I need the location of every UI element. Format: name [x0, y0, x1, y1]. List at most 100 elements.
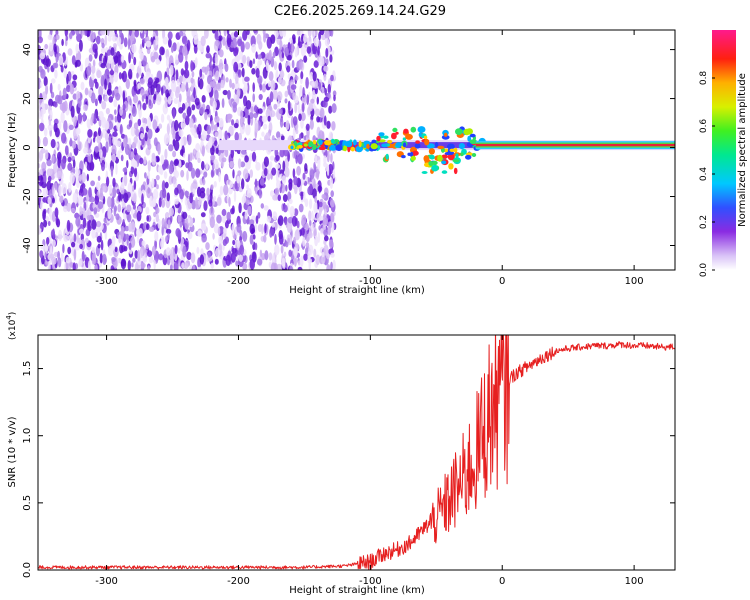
signal-cell	[297, 142, 303, 146]
noise-cell	[206, 187, 210, 197]
noise-cell	[329, 177, 334, 190]
noise-cell	[58, 185, 62, 197]
noise-cell	[289, 205, 295, 217]
signal-cell	[453, 167, 458, 175]
noise-cell	[102, 185, 106, 193]
noise-cell	[265, 132, 271, 143]
noise-cell	[263, 234, 267, 243]
noise-cell	[107, 121, 114, 130]
noise-cell	[259, 83, 263, 91]
noise-cell	[271, 222, 275, 228]
noise-cell	[157, 143, 161, 155]
noise-cell	[183, 69, 190, 79]
noise-cell	[133, 56, 137, 66]
noise-cell	[49, 82, 53, 94]
noise-cell	[266, 215, 272, 223]
noise-cell	[195, 168, 201, 178]
noise-cell	[187, 134, 192, 146]
noise-cell	[170, 79, 176, 92]
noise-cell	[263, 167, 268, 177]
noise-cell	[63, 120, 68, 133]
noise-cell	[109, 69, 115, 76]
noise-cell	[196, 186, 202, 197]
noise-cell	[40, 244, 45, 250]
noise-cell	[249, 258, 255, 270]
noise-cell	[189, 192, 194, 204]
noise-cell	[260, 203, 264, 209]
y-tick-label: 40	[22, 43, 33, 56]
noise-cell	[199, 254, 205, 265]
noise-cell	[233, 190, 237, 202]
noise-cell	[228, 196, 231, 207]
noise-cell	[284, 90, 289, 98]
noise-cell	[88, 77, 95, 89]
noise-cell	[140, 262, 146, 269]
noise-cell	[247, 114, 251, 126]
noise-cell	[216, 214, 222, 224]
noise-cell	[174, 187, 179, 196]
signal-cell	[434, 142, 439, 148]
signal-cell	[290, 145, 294, 150]
noise-cell	[100, 239, 104, 251]
noise-cell	[130, 151, 133, 162]
noise-cell	[74, 244, 81, 251]
noise-cell	[176, 41, 180, 51]
svg-text:(x104): (x104)	[5, 312, 18, 340]
noise-cell	[222, 89, 228, 96]
noise-cell	[214, 30, 219, 41]
noise-cell	[71, 241, 76, 248]
noise-cell	[134, 262, 139, 270]
noise-cell	[122, 70, 127, 83]
noise-cell	[104, 95, 108, 102]
signal-cell	[448, 163, 454, 170]
noise-cell	[286, 221, 293, 233]
noise-cell	[324, 30, 330, 40]
noise-cell	[108, 184, 113, 194]
noise-cell	[303, 33, 308, 44]
y-tick-label: 0	[22, 144, 33, 150]
noise-cell	[323, 115, 327, 126]
signal-cell	[328, 145, 337, 151]
noise-cell	[153, 93, 157, 101]
noise-cell	[282, 263, 286, 270]
noise-cell	[205, 242, 210, 251]
noise-cell	[68, 124, 74, 130]
noise-cell	[60, 252, 64, 262]
noise-cell	[96, 181, 101, 191]
noise-cell	[163, 171, 168, 179]
noise-cell	[190, 60, 194, 72]
noise-cell	[94, 98, 98, 107]
noise-cell	[242, 168, 249, 180]
noise-cell	[52, 239, 56, 247]
noise-cell	[67, 246, 72, 255]
noise-cell	[257, 224, 263, 232]
noise-cell	[250, 106, 254, 113]
noise-cell	[83, 147, 88, 154]
noise-cell	[190, 83, 194, 93]
noise-cell	[261, 223, 264, 235]
noise-cell	[91, 72, 95, 81]
noise-cell	[199, 68, 203, 78]
noise-cell	[331, 121, 336, 131]
noise-cell	[292, 92, 296, 101]
noise-cell	[209, 81, 215, 88]
noise-cell	[47, 66, 50, 73]
noise-cell	[321, 251, 325, 258]
noise-cell	[49, 30, 53, 36]
noise-cell	[179, 30, 184, 37]
noise-cell	[181, 35, 188, 45]
noise-cell	[185, 81, 189, 93]
noise-cell	[276, 131, 281, 139]
noise-cell	[152, 119, 158, 131]
colorbar-tick-label: 0.8	[699, 71, 709, 86]
spectrogram-frame	[37, 29, 676, 271]
noise-cell	[70, 207, 76, 213]
noise-cell	[269, 155, 275, 161]
noise-cell	[277, 91, 283, 102]
noise-cell	[322, 201, 327, 210]
noise-cell	[48, 42, 54, 52]
noise-cell	[69, 83, 75, 95]
x-tick-label: 0	[499, 276, 505, 287]
noise-cell	[294, 229, 300, 241]
noise-cell	[58, 229, 63, 242]
